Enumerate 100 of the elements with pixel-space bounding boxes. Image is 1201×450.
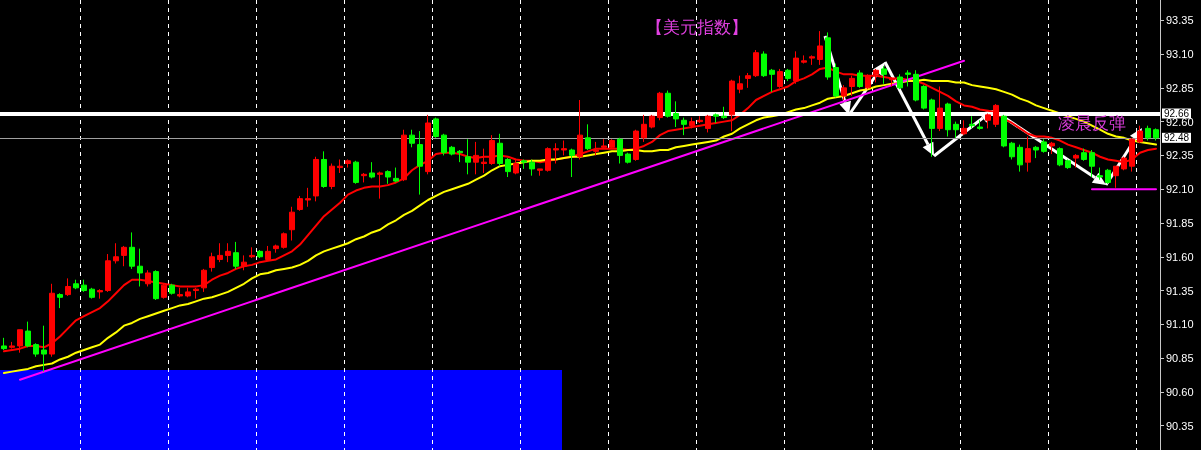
candlestick — [697, 115, 703, 124]
candlestick — [273, 244, 279, 254]
candlestick — [297, 195, 303, 212]
candlestick — [113, 242, 119, 265]
candlestick — [689, 117, 695, 129]
candlestick — [577, 99, 583, 160]
text: 【美元指数】 — [646, 16, 748, 37]
candlestick — [921, 84, 927, 110]
ref-line-label: 92.48 — [1164, 132, 1190, 144]
candlestick — [1153, 127, 1159, 142]
candlestick — [1097, 167, 1103, 181]
candlestick — [377, 171, 383, 200]
y-tick-label: 91.10 — [1166, 318, 1194, 331]
candlestick — [897, 73, 903, 90]
y-tick-label: 92.85 — [1166, 81, 1194, 94]
candlestick — [145, 269, 151, 287]
candlestick — [33, 342, 39, 358]
candlestick — [177, 287, 183, 298]
candlestick — [257, 249, 263, 259]
candlestick — [529, 158, 535, 177]
candlestick — [121, 245, 127, 267]
candlestick — [721, 106, 727, 120]
candlestick — [561, 140, 567, 156]
candlestick — [201, 268, 207, 293]
candlestick — [105, 253, 111, 293]
candlestick — [57, 292, 63, 309]
candlestick — [985, 113, 991, 129]
candlestick — [233, 241, 239, 270]
candlestick — [217, 242, 223, 263]
candlestick — [329, 163, 335, 190]
y-tick-label: 92.35 — [1166, 149, 1194, 162]
candlestick — [729, 79, 735, 132]
candlestick — [89, 287, 95, 300]
candlestick — [545, 146, 551, 173]
candlestick — [1057, 146, 1063, 167]
candlestick — [1121, 156, 1127, 171]
candlestick — [449, 145, 455, 156]
candlestick — [633, 129, 639, 162]
candlestick — [513, 158, 519, 175]
candlestick — [241, 254, 247, 271]
candlestick — [225, 242, 231, 263]
candlestick — [425, 114, 431, 175]
candlestick — [185, 287, 191, 298]
candlestick — [497, 133, 503, 167]
candlestick — [889, 76, 895, 87]
candlestick — [97, 288, 103, 300]
y-tick-label: 92.10 — [1166, 183, 1194, 196]
candlestick — [673, 100, 679, 128]
candlestick — [609, 138, 615, 150]
candlestick — [393, 167, 399, 183]
candlestick — [401, 129, 407, 182]
candlestick — [801, 54, 807, 65]
candlestick — [593, 141, 599, 156]
candlestick — [977, 119, 983, 131]
candlestick — [929, 98, 935, 158]
y-tick-label: 90.35 — [1166, 419, 1194, 432]
candlestick — [1113, 165, 1119, 189]
candlestick — [1041, 138, 1047, 154]
candlestick — [337, 158, 343, 174]
candlestick — [265, 245, 271, 262]
candlestick — [913, 69, 919, 102]
candlestick — [649, 114, 655, 129]
candlestick — [905, 69, 911, 87]
candlestick — [825, 31, 831, 81]
candlestick — [473, 141, 479, 175]
candlestick — [441, 133, 447, 156]
candlestick — [137, 248, 143, 287]
candlestick — [409, 129, 415, 148]
candlestick — [457, 149, 463, 163]
candlestick — [809, 54, 815, 66]
candlestick — [249, 246, 255, 259]
candlestick — [9, 341, 15, 350]
candlestick — [41, 325, 47, 373]
candlestick — [489, 134, 495, 166]
candlestick — [625, 152, 631, 165]
candlestick — [745, 72, 751, 89]
y-tick-label: 93.35 — [1166, 14, 1194, 27]
candlestick — [1137, 125, 1143, 144]
candlestick — [665, 90, 671, 119]
candlestick — [657, 91, 663, 121]
candlestick — [881, 65, 887, 85]
candlestick — [313, 156, 319, 202]
candlestick — [753, 49, 759, 78]
candlestick — [521, 158, 527, 170]
candlestick — [713, 113, 719, 124]
candlestick — [1073, 153, 1079, 169]
candlestick — [1049, 141, 1055, 155]
candlestick — [737, 75, 743, 94]
candlestick — [361, 172, 367, 183]
candlestick — [953, 121, 959, 139]
candlestick — [465, 138, 471, 175]
candlestick — [321, 150, 327, 189]
candlestick — [865, 73, 871, 90]
y-tick-label: 93.10 — [1166, 48, 1194, 61]
y-tick-label: 91.85 — [1166, 216, 1194, 229]
y-tick-label: 90.85 — [1166, 352, 1194, 365]
candlestick — [553, 142, 559, 165]
candlestick — [1105, 168, 1111, 185]
candlestick — [569, 148, 575, 178]
candlestick — [153, 269, 159, 301]
